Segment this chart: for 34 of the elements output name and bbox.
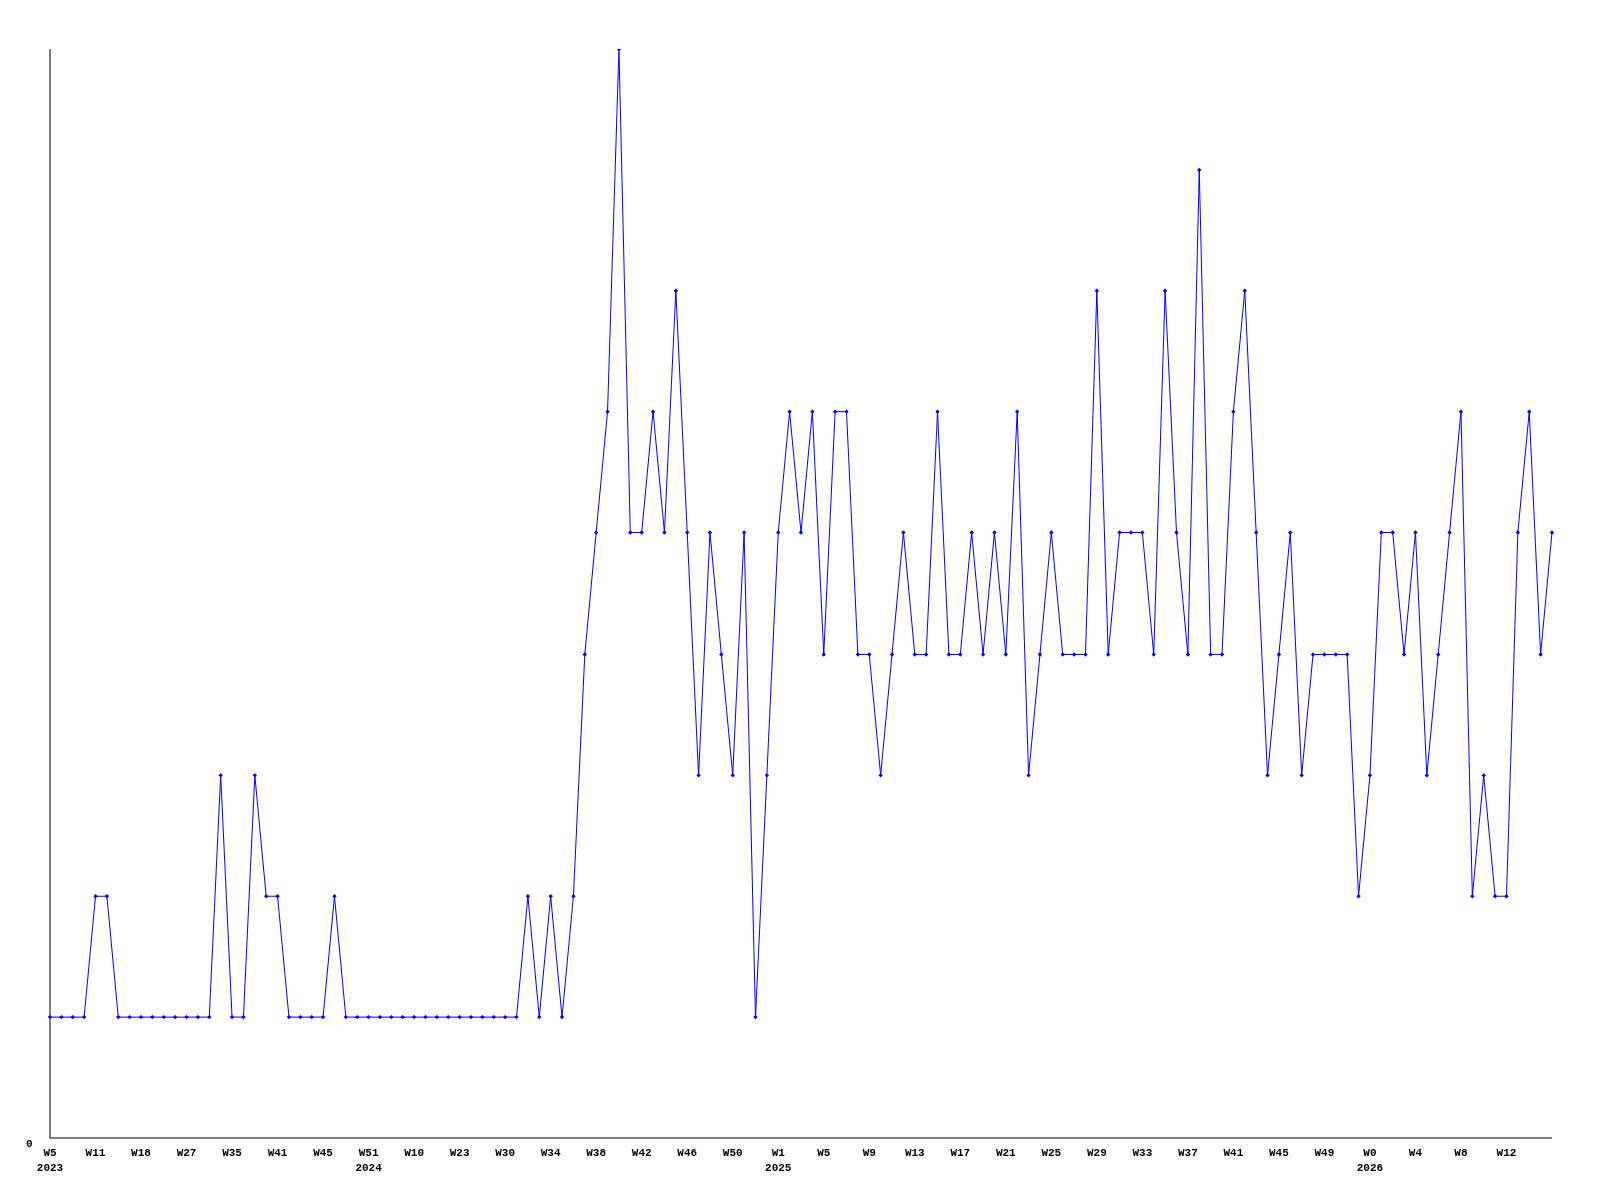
x-tick-label: W12 — [1496, 1147, 1517, 1159]
x-tick-label: W49 — [1314, 1147, 1335, 1159]
x-tick-label: W30 — [495, 1147, 516, 1159]
x-tick-label: W45 — [313, 1147, 334, 1159]
x-tick-label: W0 2026 — [1356, 1147, 1384, 1174]
x-tick-label: W41 — [1223, 1147, 1244, 1159]
x-tick-label: W17 — [950, 1147, 971, 1159]
x-tick-label: W38 — [586, 1147, 607, 1159]
x-tick-label: W46 — [677, 1147, 698, 1159]
x-tick-label: W33 — [1132, 1147, 1153, 1159]
x-tick-label: W13 — [904, 1147, 926, 1159]
x-tick-label: W42 — [631, 1147, 652, 1159]
x-tick-label: W23 — [449, 1147, 470, 1159]
x-tick-label: W21 — [995, 1147, 1017, 1159]
x-tick-label: W11 — [85, 1147, 106, 1159]
x-tick-label: W4 — [1408, 1147, 1423, 1159]
x-tick-label: W9 — [862, 1147, 876, 1159]
x-tick-label: W8 — [1454, 1147, 1468, 1159]
x-tick-label: W27 — [176, 1147, 197, 1159]
x-tick-label: W41 — [267, 1147, 288, 1159]
x-tick-label: W5 2023 — [36, 1147, 64, 1174]
x-tick-label: W25 — [1041, 1147, 1062, 1159]
x-tick-label: W50 — [722, 1147, 743, 1159]
x-tick-label: W5 — [817, 1147, 831, 1159]
x-tick-label: W34 — [540, 1147, 561, 1159]
x-tick-label: W51 2024 — [355, 1147, 383, 1174]
x-tick-label: W45 — [1269, 1147, 1290, 1159]
x-tick-label: W1 2025 — [765, 1147, 792, 1174]
text: 0 — [26, 1138, 33, 1150]
x-tick-label: W10 — [404, 1147, 425, 1159]
x-tick-label: W29 — [1086, 1147, 1107, 1159]
x-tick-label: W35 — [222, 1147, 243, 1159]
x-tick-label: W37 — [1177, 1147, 1198, 1159]
x-tick-label: W18 — [131, 1147, 152, 1159]
